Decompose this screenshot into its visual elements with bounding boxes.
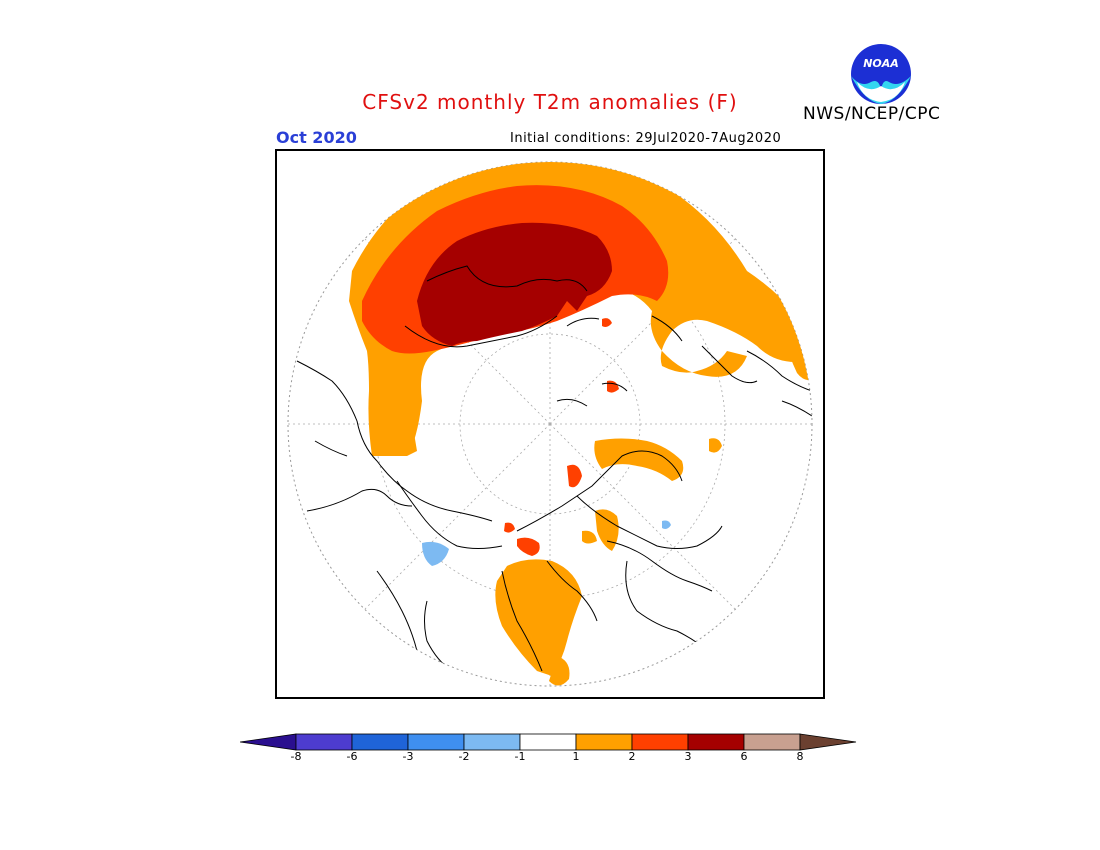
colorbar-tick-label: -1 <box>514 750 526 763</box>
colorbar-arrow-high <box>799 733 857 751</box>
noaa-logo-icon: NOAA <box>849 42 913 110</box>
noaa-logo-text: NOAA <box>863 57 899 70</box>
anomaly-region-warm3 <box>417 222 612 346</box>
colorbar-swatch <box>687 733 745 751</box>
colorbar-tick-label: 2 <box>628 750 636 763</box>
anomaly-spot-cool1 <box>422 541 449 566</box>
anomaly-spot-warm1 <box>595 509 619 551</box>
colorbar-swatch <box>407 733 465 751</box>
colorbar-tick-label: -6 <box>346 750 358 763</box>
anomaly-spot-warm7 <box>482 691 499 697</box>
anomaly-region-warm1-alaska <box>549 656 570 686</box>
colorbar-swatch <box>575 733 633 751</box>
colorbar-swatch <box>351 733 409 751</box>
colorbar-graphic <box>239 733 857 751</box>
colorbar-tick-label: 3 <box>684 750 692 763</box>
colorbar-tick-label: 6 <box>740 750 748 763</box>
forecast-month: Oct 2020 <box>276 128 357 147</box>
colorbar-arrow-low <box>239 733 297 751</box>
initial-conditions-label: Initial conditions: 29Jul2020-7Aug2020 <box>510 131 782 146</box>
anomaly-spot-warm9 <box>607 380 619 393</box>
anomaly-spot-warm4 <box>504 522 515 533</box>
colorbar-swatch <box>743 733 801 751</box>
colorbar-swatch <box>463 733 521 751</box>
agency-label: NWS/NCEP/CPC <box>803 104 941 124</box>
colorbar-tick-label: -2 <box>458 750 470 763</box>
colorbar-swatch <box>295 733 353 751</box>
colorbar-tick-label: 1 <box>572 750 580 763</box>
anomaly-spot-warm6 <box>582 530 597 544</box>
colorbar <box>239 733 860 755</box>
anomaly-spot-warm5 <box>709 438 722 453</box>
colorbar-swatch <box>519 733 577 751</box>
polar-map <box>287 161 813 697</box>
anomaly-spot-warm8 <box>602 318 612 327</box>
anomaly-spot-warm3 <box>517 537 540 556</box>
anomaly-region-warm1-north-america <box>495 559 582 676</box>
map-title: CFSv2 monthly T2m anomalies (F) <box>362 90 738 114</box>
colorbar-swatch <box>631 733 689 751</box>
anomaly-spot-warm2 <box>567 464 582 488</box>
anomaly-region-warm1-siberia <box>369 351 417 456</box>
colorbar-ticks: -8 -6 -3 -2 -1 1 2 3 6 8 <box>0 750 1100 770</box>
anomaly-spot-cool2 <box>662 520 671 529</box>
map-panel <box>275 149 825 699</box>
colorbar-tick-label: -3 <box>402 750 414 763</box>
colorbar-tick-label: 8 <box>796 750 804 763</box>
anomaly-region-warm1-scandinavia <box>594 438 684 481</box>
colorbar-tick-label: -8 <box>290 750 302 763</box>
